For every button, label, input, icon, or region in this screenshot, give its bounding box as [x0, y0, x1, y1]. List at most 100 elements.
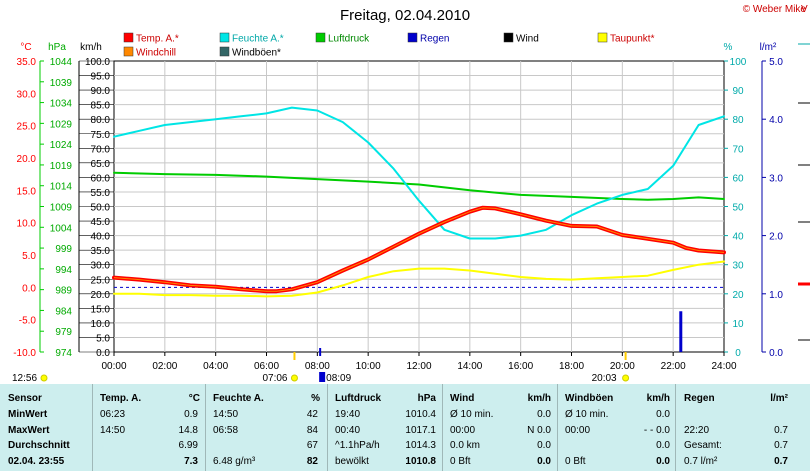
table-separator [92, 384, 93, 471]
feuchte-value: 42 [306, 409, 318, 420]
x-tick-label: 20:00 [610, 361, 635, 372]
rain-tick-label: 3.0 [769, 173, 783, 184]
wind-tick-label: 85.0 [91, 101, 111, 112]
temp-tick-label: -5.0 [19, 316, 37, 327]
temp-tick-label: 30.0 [17, 89, 37, 100]
header-luftdruck-unit: hPa [417, 393, 436, 404]
legend-label: Regen [420, 34, 449, 45]
legend-swatch [219, 32, 230, 43]
wind-time: 00:00 [450, 424, 476, 436]
windboen-value: 0.0 [656, 455, 670, 467]
temp-tick-label: 25.0 [17, 122, 37, 133]
header-temp: Temp. A. [100, 393, 142, 404]
table-separator [205, 384, 206, 471]
sunset-icon [622, 374, 630, 382]
luftdruck-time: bewölkt [335, 455, 369, 467]
x-tick-label: 08:00 [305, 361, 330, 372]
luftdruck-time: 19:40 [335, 409, 361, 420]
legend-swatch [123, 32, 134, 43]
pressure-tick-label: 1044 [50, 57, 73, 68]
x-tick-label: 14:00 [457, 361, 482, 372]
x-tick-label: 00:00 [101, 361, 126, 372]
pressure-tick-label: 1029 [50, 119, 73, 130]
feuchte-time: 14:50 [213, 409, 239, 420]
windboen-time: 00:00 [565, 424, 591, 436]
humidity-axis-unit: % [724, 42, 733, 53]
chart-title: Freitag, 02.04.2010 [340, 7, 470, 24]
luftdruck-time: ^1.1hPa/h [335, 440, 380, 451]
wind-tick-label: 10.0 [91, 319, 111, 330]
humidity-tick-label: 0 [735, 348, 741, 359]
header-windboen-unit: km/h [646, 393, 670, 404]
x-axis: 00:00 02:00 04:00 06:00 08:00 10:00 12:00 14:00… [101, 352, 737, 372]
header-wind-unit: km/h [527, 393, 551, 404]
header-temp-unit: °C [188, 393, 200, 404]
temp-tick-label: 35.0 [17, 57, 37, 68]
luftdruck-value: 1017.1 [405, 424, 436, 436]
pressure-tick-label: 1004 [50, 223, 73, 234]
pressure-tick-label: 989 [55, 286, 72, 297]
rain-tick-label: 0.0 [769, 348, 783, 359]
header-feuchte-unit: % [311, 393, 320, 404]
legend-label: Windböen* [232, 48, 281, 59]
feuchte-time: 6.48 g/m³ [213, 455, 256, 467]
luftdruck-value: 1014.3 [405, 440, 436, 451]
temp-axis-unit: °C [20, 42, 31, 53]
pressure-tick-label: 1034 [50, 99, 73, 110]
wind-tick-label: 80.0 [91, 115, 111, 126]
regen-time: 0.7 l/m² [684, 455, 718, 467]
header-feuchte: Feuchte A. [213, 393, 264, 404]
series-line-luftdruck [113, 171, 725, 201]
regen-value: 0.7 [774, 424, 788, 436]
pressure-tick-label: 994 [55, 265, 72, 276]
row-label: 02.04. 23:55 [8, 455, 65, 467]
pressure-tick-label: 1009 [50, 203, 73, 214]
legend-label: Windchill [136, 48, 176, 59]
grid [114, 61, 724, 352]
wind-tick-label: 0.0 [96, 348, 110, 359]
sunrise-label: 07:06 [262, 373, 287, 384]
legend-swatch [597, 32, 608, 43]
bottom-markers: 12:56 07:06 08:09 20:03 [12, 348, 630, 384]
temp-tick-label: 15.0 [17, 186, 37, 197]
wind-value: 0.0 [537, 440, 551, 451]
header-luftdruck: Luftdruck [335, 393, 382, 404]
right-edge-fragment: V [798, 4, 810, 341]
legend-swatch [503, 32, 514, 43]
x-tick-label: 06:00 [254, 361, 279, 372]
wind-tick-label: 90.0 [91, 86, 111, 97]
wind-time: 0 Bft [450, 455, 471, 467]
windboen-time: 0 Bft [565, 455, 586, 467]
temp-value: 7.3 [184, 455, 198, 467]
windboen-value: - - 0.0 [643, 424, 670, 436]
legend-label: Luftdruck [328, 34, 370, 45]
series-line-taupunkt [113, 260, 725, 298]
legend: Temp. A.* Feuchte A.* Luftdruck Regen Wind Ta… [123, 32, 655, 59]
humidity-tick-label: 40 [732, 232, 744, 243]
row-label: MaxWert [8, 424, 50, 436]
row-label: Durchschnitt [8, 440, 70, 451]
regen-time: 22:20 [684, 424, 710, 436]
temp-time: 14:50 [100, 424, 126, 436]
temp-tick-label: 5.0 [22, 251, 36, 262]
legend-label: Temp. A.* [136, 34, 179, 45]
temp-tick-label: 10.0 [17, 219, 37, 230]
wind-tick-label: 100.0 [85, 57, 110, 68]
wind-value: N 0.0 [527, 424, 551, 436]
wind-tick-label: 45.0 [91, 217, 111, 228]
pressure-tick-label: 1014 [50, 182, 73, 193]
wind-tick-label: 75.0 [91, 130, 111, 141]
rain-tick-label: 4.0 [769, 115, 783, 126]
pressure-tick-label: 999 [55, 244, 72, 255]
header-regen: Regen [684, 393, 715, 404]
credit-text: © Weber Mike [743, 4, 807, 15]
humidity-tick-label: 50 [732, 203, 744, 214]
table-separator [442, 384, 443, 471]
x-tick-label: 18:00 [559, 361, 584, 372]
pressure-tick-label: 974 [55, 348, 72, 359]
x-tick-label: 02:00 [152, 361, 177, 372]
header-sensor: Sensor [8, 393, 42, 404]
wind-tick-label: 50.0 [91, 203, 111, 214]
humidity-tick-label: 30 [732, 261, 744, 272]
